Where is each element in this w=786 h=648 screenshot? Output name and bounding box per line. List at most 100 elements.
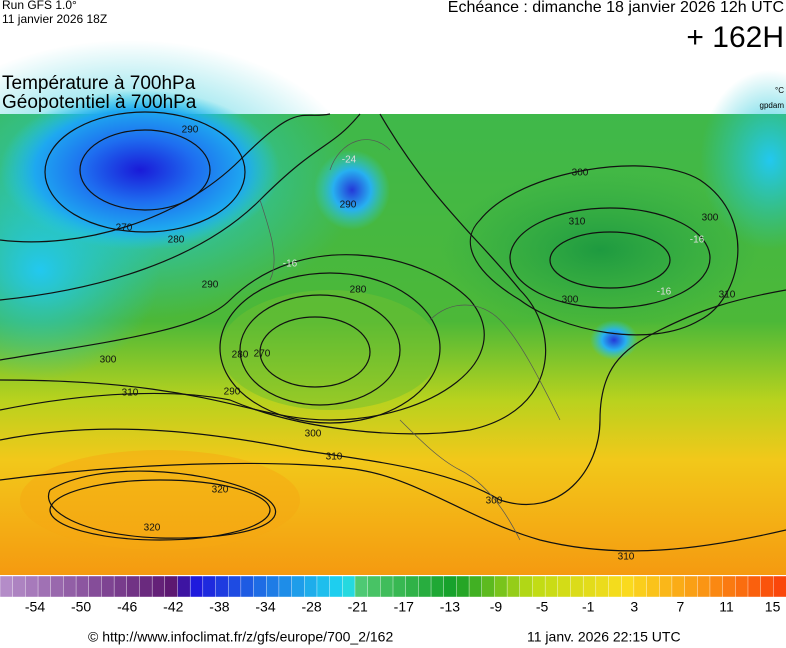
contour-label: 280 xyxy=(168,235,185,246)
colorbar-label: -17 xyxy=(394,599,414,615)
contour-label: 320 xyxy=(144,523,161,534)
colorbar-swatch xyxy=(443,575,457,598)
colorbar-swatch xyxy=(659,575,673,598)
contour-label: 310 xyxy=(719,290,736,301)
contour-label: 310 xyxy=(122,388,139,399)
colorbar-label: -42 xyxy=(163,599,183,615)
contour-label: 280 xyxy=(232,350,249,361)
colorbar-swatch xyxy=(760,575,774,598)
colorbar-swatch xyxy=(342,575,356,598)
colorbar-swatch xyxy=(570,575,584,598)
colorbar-swatch xyxy=(316,575,331,598)
colorbar-swatch xyxy=(595,575,610,598)
colorbar-label: -46 xyxy=(117,599,137,615)
colorbar-label: -28 xyxy=(301,599,321,615)
colorbar-label: -1 xyxy=(582,599,595,615)
colorbar-swatch xyxy=(709,575,724,598)
colorbar-swatch xyxy=(177,575,191,598)
contour-label: 270 xyxy=(116,223,133,234)
colorbar-label: -34 xyxy=(255,599,275,615)
colorbar-swatch xyxy=(418,575,432,598)
colorbar-label: 11 xyxy=(719,599,734,615)
colorbar-swatch xyxy=(468,575,483,598)
colorbar-swatch xyxy=(189,575,204,598)
colorbar-swatch xyxy=(113,575,128,598)
temperature-field xyxy=(0,40,786,550)
contour-label: 300 xyxy=(572,168,589,179)
coastlines xyxy=(259,139,561,541)
colorbar-swatch xyxy=(202,575,217,598)
contour-label: 310 xyxy=(326,452,343,463)
contour-label: 280 xyxy=(350,285,367,296)
footer-timestamp: 11 janv. 2026 22:15 UTC xyxy=(527,629,681,645)
colorbar-swatch xyxy=(227,575,242,598)
colorbar-swatch xyxy=(63,575,77,598)
colorbar-swatch xyxy=(646,575,660,598)
colorbar-swatch xyxy=(519,575,533,598)
colorbar-label: 7 xyxy=(677,599,685,615)
contour-label: 300 xyxy=(702,213,719,224)
contour-label: 300 xyxy=(305,429,322,440)
colorbar-swatch xyxy=(151,575,166,598)
colorbar-swatch xyxy=(456,575,470,598)
colorbar-swatch xyxy=(380,575,394,598)
colorbar-swatch xyxy=(278,575,293,598)
colorbar-label: -21 xyxy=(348,599,368,615)
colorbar-swatch xyxy=(392,575,407,598)
colorbar-swatch xyxy=(544,575,559,598)
colorbar-swatch xyxy=(126,575,140,598)
colorbar-swatch xyxy=(722,575,736,598)
colorbar-label: -38 xyxy=(209,599,229,615)
colorbar-swatch xyxy=(506,575,521,598)
colorbar-swatch xyxy=(291,575,305,598)
contour-label: 300 xyxy=(100,355,117,366)
colorbar-label: 15 xyxy=(765,599,781,615)
colorbar-label: -54 xyxy=(25,599,45,615)
contour-label: -16 xyxy=(657,287,672,298)
colorbar-swatch xyxy=(25,575,39,598)
contour-label: 270 xyxy=(254,349,271,360)
colorbar-label: -50 xyxy=(71,599,91,615)
colorbar-swatch xyxy=(608,575,622,598)
geopotential-contours xyxy=(0,111,786,552)
colorbar-swatch xyxy=(50,575,64,598)
colorbar-swatch xyxy=(253,575,267,598)
title-geo: Géopotentiel à 700hPa xyxy=(2,92,197,113)
colorbar-swatch xyxy=(88,575,102,598)
unit-geo: gpdam xyxy=(760,101,785,110)
contour-label: 290 xyxy=(182,125,199,136)
colorbar-swatch xyxy=(620,575,635,598)
colorbar-swatch xyxy=(304,575,318,598)
contour-label: -24 xyxy=(342,155,357,166)
colorbar-swatch xyxy=(354,575,369,598)
colorbar-label: -13 xyxy=(440,599,460,615)
run-date: 11 janvier 2026 18Z xyxy=(2,12,107,26)
contour-label: 290 xyxy=(340,200,357,211)
title-temp: Température à 700hPa xyxy=(2,73,196,94)
contour-label: 320 xyxy=(212,485,229,496)
contour-label: 300 xyxy=(486,496,503,507)
colorbar-swatch xyxy=(37,575,52,598)
colorbar-label: 3 xyxy=(630,599,638,615)
contour-label: -16 xyxy=(690,235,705,246)
valid-time: Echéance : dimanche 18 janvier 2026 12h … xyxy=(448,0,784,16)
colorbar-swatch xyxy=(747,575,762,598)
contour-label: 310 xyxy=(618,552,635,563)
colorbar-swatch xyxy=(215,575,229,598)
colorbar-swatch xyxy=(582,575,597,598)
colorbar-swatch xyxy=(405,575,419,598)
colorbar-swatch xyxy=(240,575,255,598)
colorbar-swatch xyxy=(329,575,343,598)
lead-time: + 162H xyxy=(686,21,784,54)
contour-label: 290 xyxy=(224,387,241,398)
colorbar-swatch xyxy=(773,575,786,598)
colorbar-swatch xyxy=(164,575,178,598)
footer-source: © http://www.infoclimat.fr/z/gfs/europe/… xyxy=(88,629,393,645)
colorbar-swatch xyxy=(494,575,508,598)
contour-label: 290 xyxy=(202,280,219,291)
colorbar-swatch xyxy=(139,575,153,598)
colorbar-swatch xyxy=(12,575,26,598)
colorbar-swatch xyxy=(633,575,648,598)
